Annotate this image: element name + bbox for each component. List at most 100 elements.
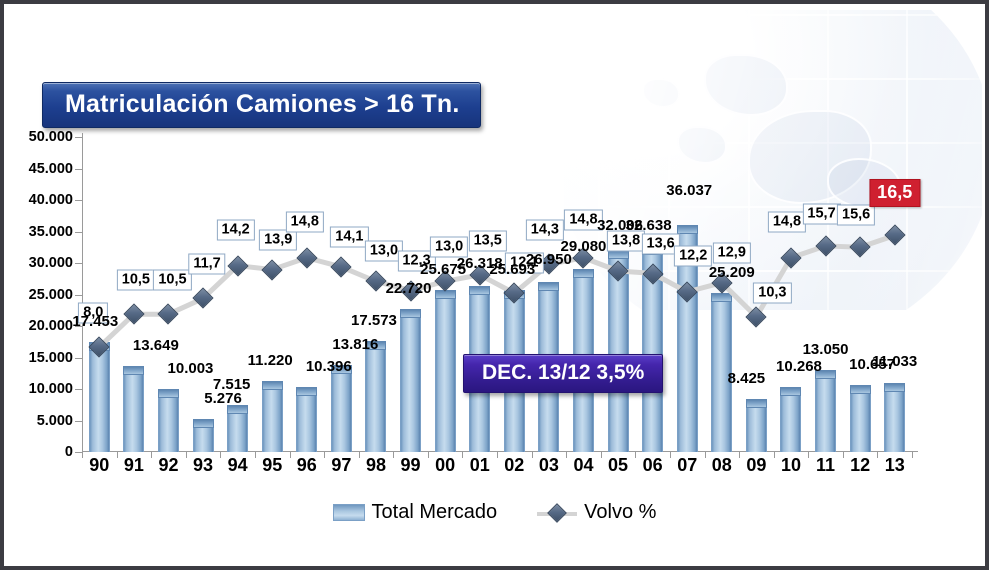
bar-cap xyxy=(157,388,179,398)
percent-label: 15,7 xyxy=(802,203,841,225)
percent-label: 13,6 xyxy=(641,233,680,254)
chart-plot-area: 0 5.000 10.000 15.000 20.000 25.000 30.000 35.0… xyxy=(29,129,921,475)
bar xyxy=(123,366,145,452)
percent-label: 10,5 xyxy=(153,269,192,291)
x-axis-label: 08 xyxy=(711,455,732,475)
x-axis-tick-mark xyxy=(151,452,153,458)
x-axis-label: 92 xyxy=(158,455,179,475)
bar-value-label: 10.396 xyxy=(305,357,352,375)
bar-value-label: 36.037 xyxy=(666,181,713,199)
x-axis-tick-mark xyxy=(289,452,291,458)
bar-value-label: 25.209 xyxy=(708,264,755,282)
y-axis-tick-mark xyxy=(75,326,82,327)
y-axis-tick-mark xyxy=(75,263,82,264)
y-axis-tick-label: 35.000 xyxy=(28,223,73,240)
bar-value-label: 5.276 xyxy=(204,389,242,407)
y-axis-tick-label: 30.000 xyxy=(28,255,73,271)
bar-cap xyxy=(745,398,767,408)
percent-label: 13,8 xyxy=(606,230,646,252)
x-axis-label: 11 xyxy=(816,455,836,475)
bar-value-label: 32.638 xyxy=(625,217,672,235)
x-axis-label: 93 xyxy=(193,455,214,475)
bar-cap xyxy=(400,308,422,318)
y-axis-tick-mark xyxy=(75,168,82,170)
bar-cap xyxy=(780,387,802,397)
bar-cap xyxy=(676,224,698,234)
percent-label: 14,8 xyxy=(767,211,807,233)
bar-cap xyxy=(192,418,214,428)
bar xyxy=(365,341,387,452)
percent-label: 13,5 xyxy=(468,230,507,252)
bar-value-label: 22.720 xyxy=(385,279,432,297)
bar-cap xyxy=(815,369,837,379)
bar-cap xyxy=(711,293,733,303)
x-axis-label: 09 xyxy=(746,455,767,475)
legend-item-volvo-pct[interactable]: Volvo % xyxy=(537,501,656,524)
bar-value-label: 10.657 xyxy=(849,355,896,373)
x-axis-tick-mark xyxy=(773,452,775,458)
x-axis-tick-mark xyxy=(497,452,498,458)
x-axis-tick-mark xyxy=(220,452,222,458)
bar xyxy=(815,369,837,452)
x-axis-label: 07 xyxy=(677,455,698,475)
y-axis-tick-mark xyxy=(75,357,82,359)
x-axis-tick-mark xyxy=(116,452,118,458)
x-axis-label: 90 xyxy=(89,455,110,475)
chart-legend: Total Mercado Volvo % xyxy=(4,501,985,524)
x-axis xyxy=(82,451,918,452)
bar xyxy=(849,384,871,452)
x-axis-tick-mark xyxy=(462,452,464,458)
bar-cap xyxy=(296,386,318,396)
bar-value-label: 32.006 xyxy=(597,217,643,235)
x-axis-tick-mark xyxy=(739,452,741,458)
bar xyxy=(780,387,802,452)
x-axis-label: 00 xyxy=(435,455,456,475)
bar-value-label: 26.950 xyxy=(525,251,572,269)
bar-cap xyxy=(261,381,283,391)
bar-value-label: 29.080 xyxy=(560,237,607,255)
x-axis-label: 03 xyxy=(538,455,559,475)
percent-label: 12,1 xyxy=(505,252,544,274)
x-axis-tick-mark xyxy=(808,452,810,458)
percent-label: 14,3 xyxy=(525,219,564,241)
bar-value-label: 7.515 xyxy=(212,375,251,393)
percent-label: 13,0 xyxy=(430,236,469,258)
y-axis-tick-label: 0 xyxy=(64,444,73,460)
percent-label: 14,8 xyxy=(285,211,324,233)
x-axis-tick-mark xyxy=(842,452,844,458)
y-axis-tick-mark xyxy=(75,231,82,233)
percent-label: 15,6 xyxy=(837,204,876,226)
bar-cap xyxy=(469,286,491,296)
bar-cap xyxy=(227,404,249,414)
bar xyxy=(192,418,214,452)
bar-cap xyxy=(572,268,594,278)
x-axis-label: 10 xyxy=(780,455,801,475)
bar-value-label: 11.220 xyxy=(247,352,293,370)
y-axis-tick-mark xyxy=(75,389,82,390)
bar-value-label: 10.003 xyxy=(167,359,214,377)
x-axis-label: 98 xyxy=(365,455,386,475)
bar xyxy=(676,224,698,452)
x-axis-label: 99 xyxy=(400,455,421,475)
bar xyxy=(296,386,318,452)
percent-label-highlight: 16,5 xyxy=(869,179,921,208)
x-axis-label: 01 xyxy=(469,455,490,475)
x-axis-tick-mark xyxy=(704,452,706,458)
x-axis-label: 94 xyxy=(227,455,248,475)
x-axis-tick-mark xyxy=(877,452,879,458)
bar-cap xyxy=(123,366,145,376)
x-axis-tick-mark xyxy=(358,452,360,458)
x-axis-tick-mark xyxy=(185,452,187,458)
bar-value-label: 13.050 xyxy=(802,340,849,358)
legend-label-volvo-pct: Volvo % xyxy=(584,501,657,523)
diamond-line-swatch-icon xyxy=(537,502,578,523)
x-axis-tick-mark xyxy=(427,452,429,458)
legend-label-total-mercado: Total Mercado xyxy=(371,501,498,523)
bar-cap xyxy=(330,364,352,374)
x-axis-tick-mark xyxy=(393,452,395,458)
x-axis-label: 02 xyxy=(504,455,525,475)
bar-value-label: 13.816 xyxy=(332,335,379,353)
legend-item-total-mercado[interactable]: Total Mercado xyxy=(332,501,498,524)
bar xyxy=(227,404,249,452)
x-axis-tick-mark xyxy=(82,452,83,458)
